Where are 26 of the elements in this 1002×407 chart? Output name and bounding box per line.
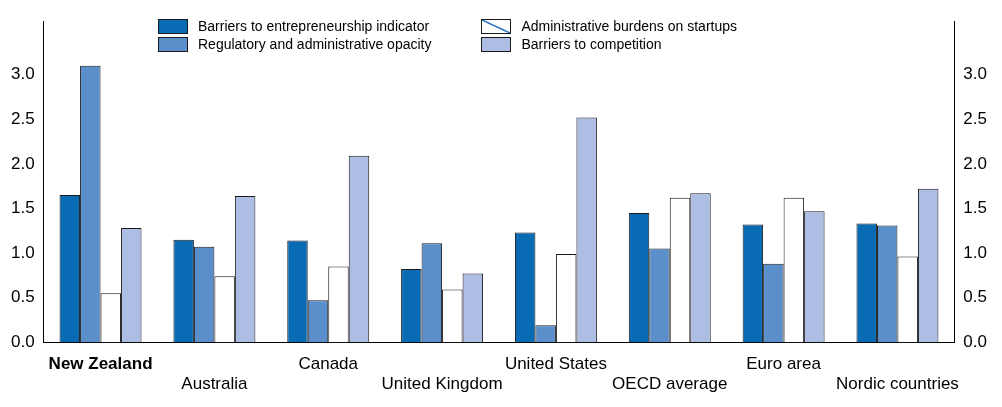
x-tick-label: OECD average: [612, 374, 728, 394]
legend-label: Regulatory and administrative opacity: [198, 36, 432, 52]
y-tick-label: 2.5: [10, 108, 35, 128]
x-tick-label: United Kingdom: [381, 374, 503, 394]
y2-tick-label: 1.0: [963, 242, 988, 262]
y-tick-label: 3.0: [10, 64, 35, 84]
y2-tick-label: 0.5: [963, 287, 988, 307]
x-tick-label: Australia: [181, 374, 249, 394]
legend-label: Barriers to competition: [521, 36, 662, 52]
legend-label: Administrative burdens on startups: [521, 18, 738, 34]
x-tick-label: Euro area: [746, 354, 822, 374]
x-tick-label: United States: [504, 354, 607, 374]
y2-tick-label: 2.0: [963, 153, 988, 173]
y2-tick-label: 3.0: [963, 64, 988, 84]
y-tick-label: 0.5: [10, 287, 35, 307]
y2-tick-label: 1.5: [963, 198, 988, 218]
x-tick-label: Nordic countries: [836, 374, 959, 394]
y2-tick-label: 0.0: [963, 331, 988, 351]
y-tick-label: 2.0: [10, 153, 35, 173]
x-tick-label: Canada: [298, 354, 359, 374]
y-tick-label: 0.0: [10, 331, 35, 351]
legend-label: Barriers to entrepreneurship indicator: [198, 18, 430, 34]
y2-tick-label: 2.5: [963, 108, 988, 128]
y-tick-label: 1.0: [10, 242, 35, 262]
x-tick-label: New Zealand: [48, 354, 153, 374]
y-tick-label: 1.5: [10, 198, 35, 218]
